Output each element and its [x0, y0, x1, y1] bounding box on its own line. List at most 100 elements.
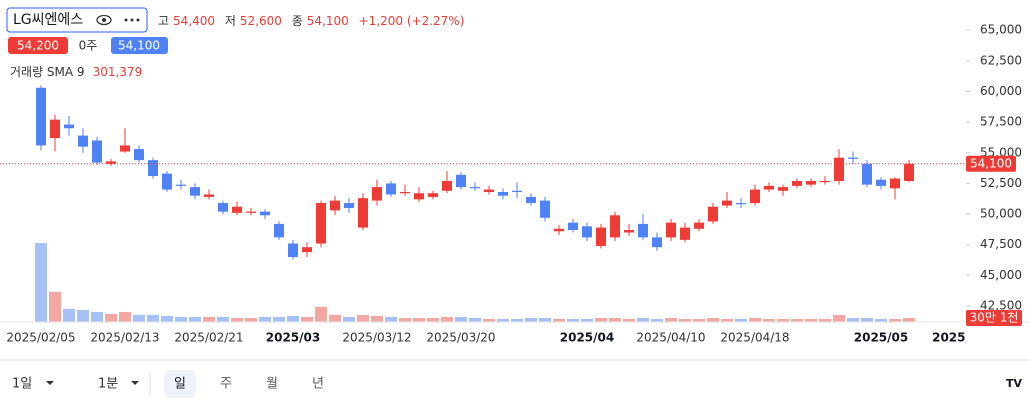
candle-body — [610, 215, 620, 238]
y-tick-label: 52,500 — [980, 176, 1022, 190]
quantity: 0주 — [79, 39, 98, 53]
interval[interactable]: 1일 — [12, 377, 32, 392]
volume-bar — [63, 308, 75, 322]
candle-body — [316, 203, 326, 244]
volume-bar — [511, 318, 523, 322]
candle-body — [498, 192, 508, 196]
x-tick-label: 2025/03/20 — [426, 331, 495, 345]
candle-body — [722, 200, 732, 206]
candle-body — [456, 174, 466, 188]
candle-body — [820, 180, 830, 183]
candle-body — [624, 230, 634, 233]
candle-body — [554, 228, 564, 232]
volume-bar — [161, 315, 173, 322]
volume-bar — [889, 318, 901, 322]
candle-body — [106, 161, 116, 164]
volume-badge — [966, 309, 1022, 326]
range-button[interactable]: 일 — [174, 377, 186, 392]
candle-body — [162, 173, 172, 190]
candle-body — [596, 227, 606, 246]
volume-bar — [259, 316, 271, 322]
candle-body — [36, 87, 46, 146]
y-tick-label: 57,500 — [980, 115, 1022, 129]
volume-bar — [623, 318, 635, 322]
volume-legend: 거래량 SMA 9 301,379 — [10, 65, 142, 79]
volume-bar — [553, 318, 565, 322]
tv-logo: TV — [1003, 376, 1025, 390]
y-tick-label: 50,000 — [980, 207, 1022, 221]
candle-body — [120, 145, 130, 152]
candle-body — [540, 200, 550, 218]
candle-body — [848, 157, 858, 159]
symbol-box[interactable] — [6, 7, 148, 33]
volume-bar — [315, 306, 327, 322]
candle-body — [50, 119, 60, 139]
candle-body — [386, 183, 396, 195]
y-tick-label: 47,500 — [980, 237, 1022, 251]
candle-body — [64, 124, 74, 129]
dropdown[interactable] — [46, 381, 54, 385]
candle-body — [666, 222, 676, 238]
candle-body — [876, 179, 886, 186]
dropdown[interactable] — [131, 381, 139, 385]
candle-body — [204, 194, 214, 197]
volume-bar — [49, 291, 61, 322]
more-icon[interactable] — [124, 18, 140, 22]
x-tick-label: 2025/04/18 — [720, 331, 789, 345]
volume-bar — [581, 318, 593, 322]
symbol: LG씨엔에스 — [13, 12, 83, 28]
x-tick-label: 2025/ — [932, 331, 970, 345]
volume-label: 30만 1천 — [970, 309, 1019, 324]
candle-body — [638, 223, 648, 238]
candle-body — [582, 226, 592, 238]
candle-body — [890, 178, 900, 189]
candle-body — [134, 149, 144, 161]
candle-body — [358, 198, 368, 228]
volume-bar — [847, 317, 859, 322]
candle-body — [442, 180, 452, 191]
eye-icon[interactable] — [96, 14, 112, 26]
candle-body — [862, 163, 872, 185]
minute[interactable]: 1분 — [98, 377, 118, 392]
candle-body — [400, 192, 410, 194]
volume-bar — [147, 314, 159, 322]
candle-body — [148, 160, 158, 177]
candle-body — [694, 222, 704, 229]
candle-body — [428, 193, 438, 197]
volume-bar — [903, 317, 915, 322]
volume-bar — [287, 315, 299, 322]
candle-body — [470, 187, 480, 189]
y-tick-label: 55,000 — [980, 145, 1022, 159]
volume-bar — [245, 317, 257, 322]
candle-body — [484, 189, 494, 193]
volume-bar — [427, 317, 439, 322]
volume-bar — [413, 317, 425, 322]
candle-body — [680, 227, 690, 240]
volume-bar — [217, 316, 229, 322]
volume-bar — [385, 316, 397, 322]
candle-body — [834, 157, 844, 181]
candle-body — [512, 190, 522, 193]
candle-body — [330, 200, 340, 211]
volume-bar — [343, 316, 355, 322]
candle-body — [764, 185, 774, 190]
range-selected — [164, 370, 196, 398]
y-tick-label: 45,000 — [980, 268, 1022, 282]
bid-badge — [111, 37, 168, 54]
volume-bar — [105, 313, 117, 322]
range-button[interactable]: 년 — [312, 377, 324, 392]
ask: 54,200 — [17, 39, 59, 53]
volume-bar — [693, 318, 705, 322]
candle-body — [288, 243, 298, 258]
price-label: 54,100 — [970, 156, 1012, 170]
volume-bar — [791, 318, 803, 322]
candle-body — [526, 196, 536, 204]
range-button[interactable]: 월 — [266, 377, 278, 392]
volume-bar — [665, 317, 677, 322]
candle-body — [372, 187, 382, 201]
x-tick-label: 2025/03 — [266, 331, 320, 345]
volume-bar — [189, 316, 201, 322]
volume-bar — [525, 317, 537, 322]
range-button[interactable]: 주 — [220, 377, 232, 392]
